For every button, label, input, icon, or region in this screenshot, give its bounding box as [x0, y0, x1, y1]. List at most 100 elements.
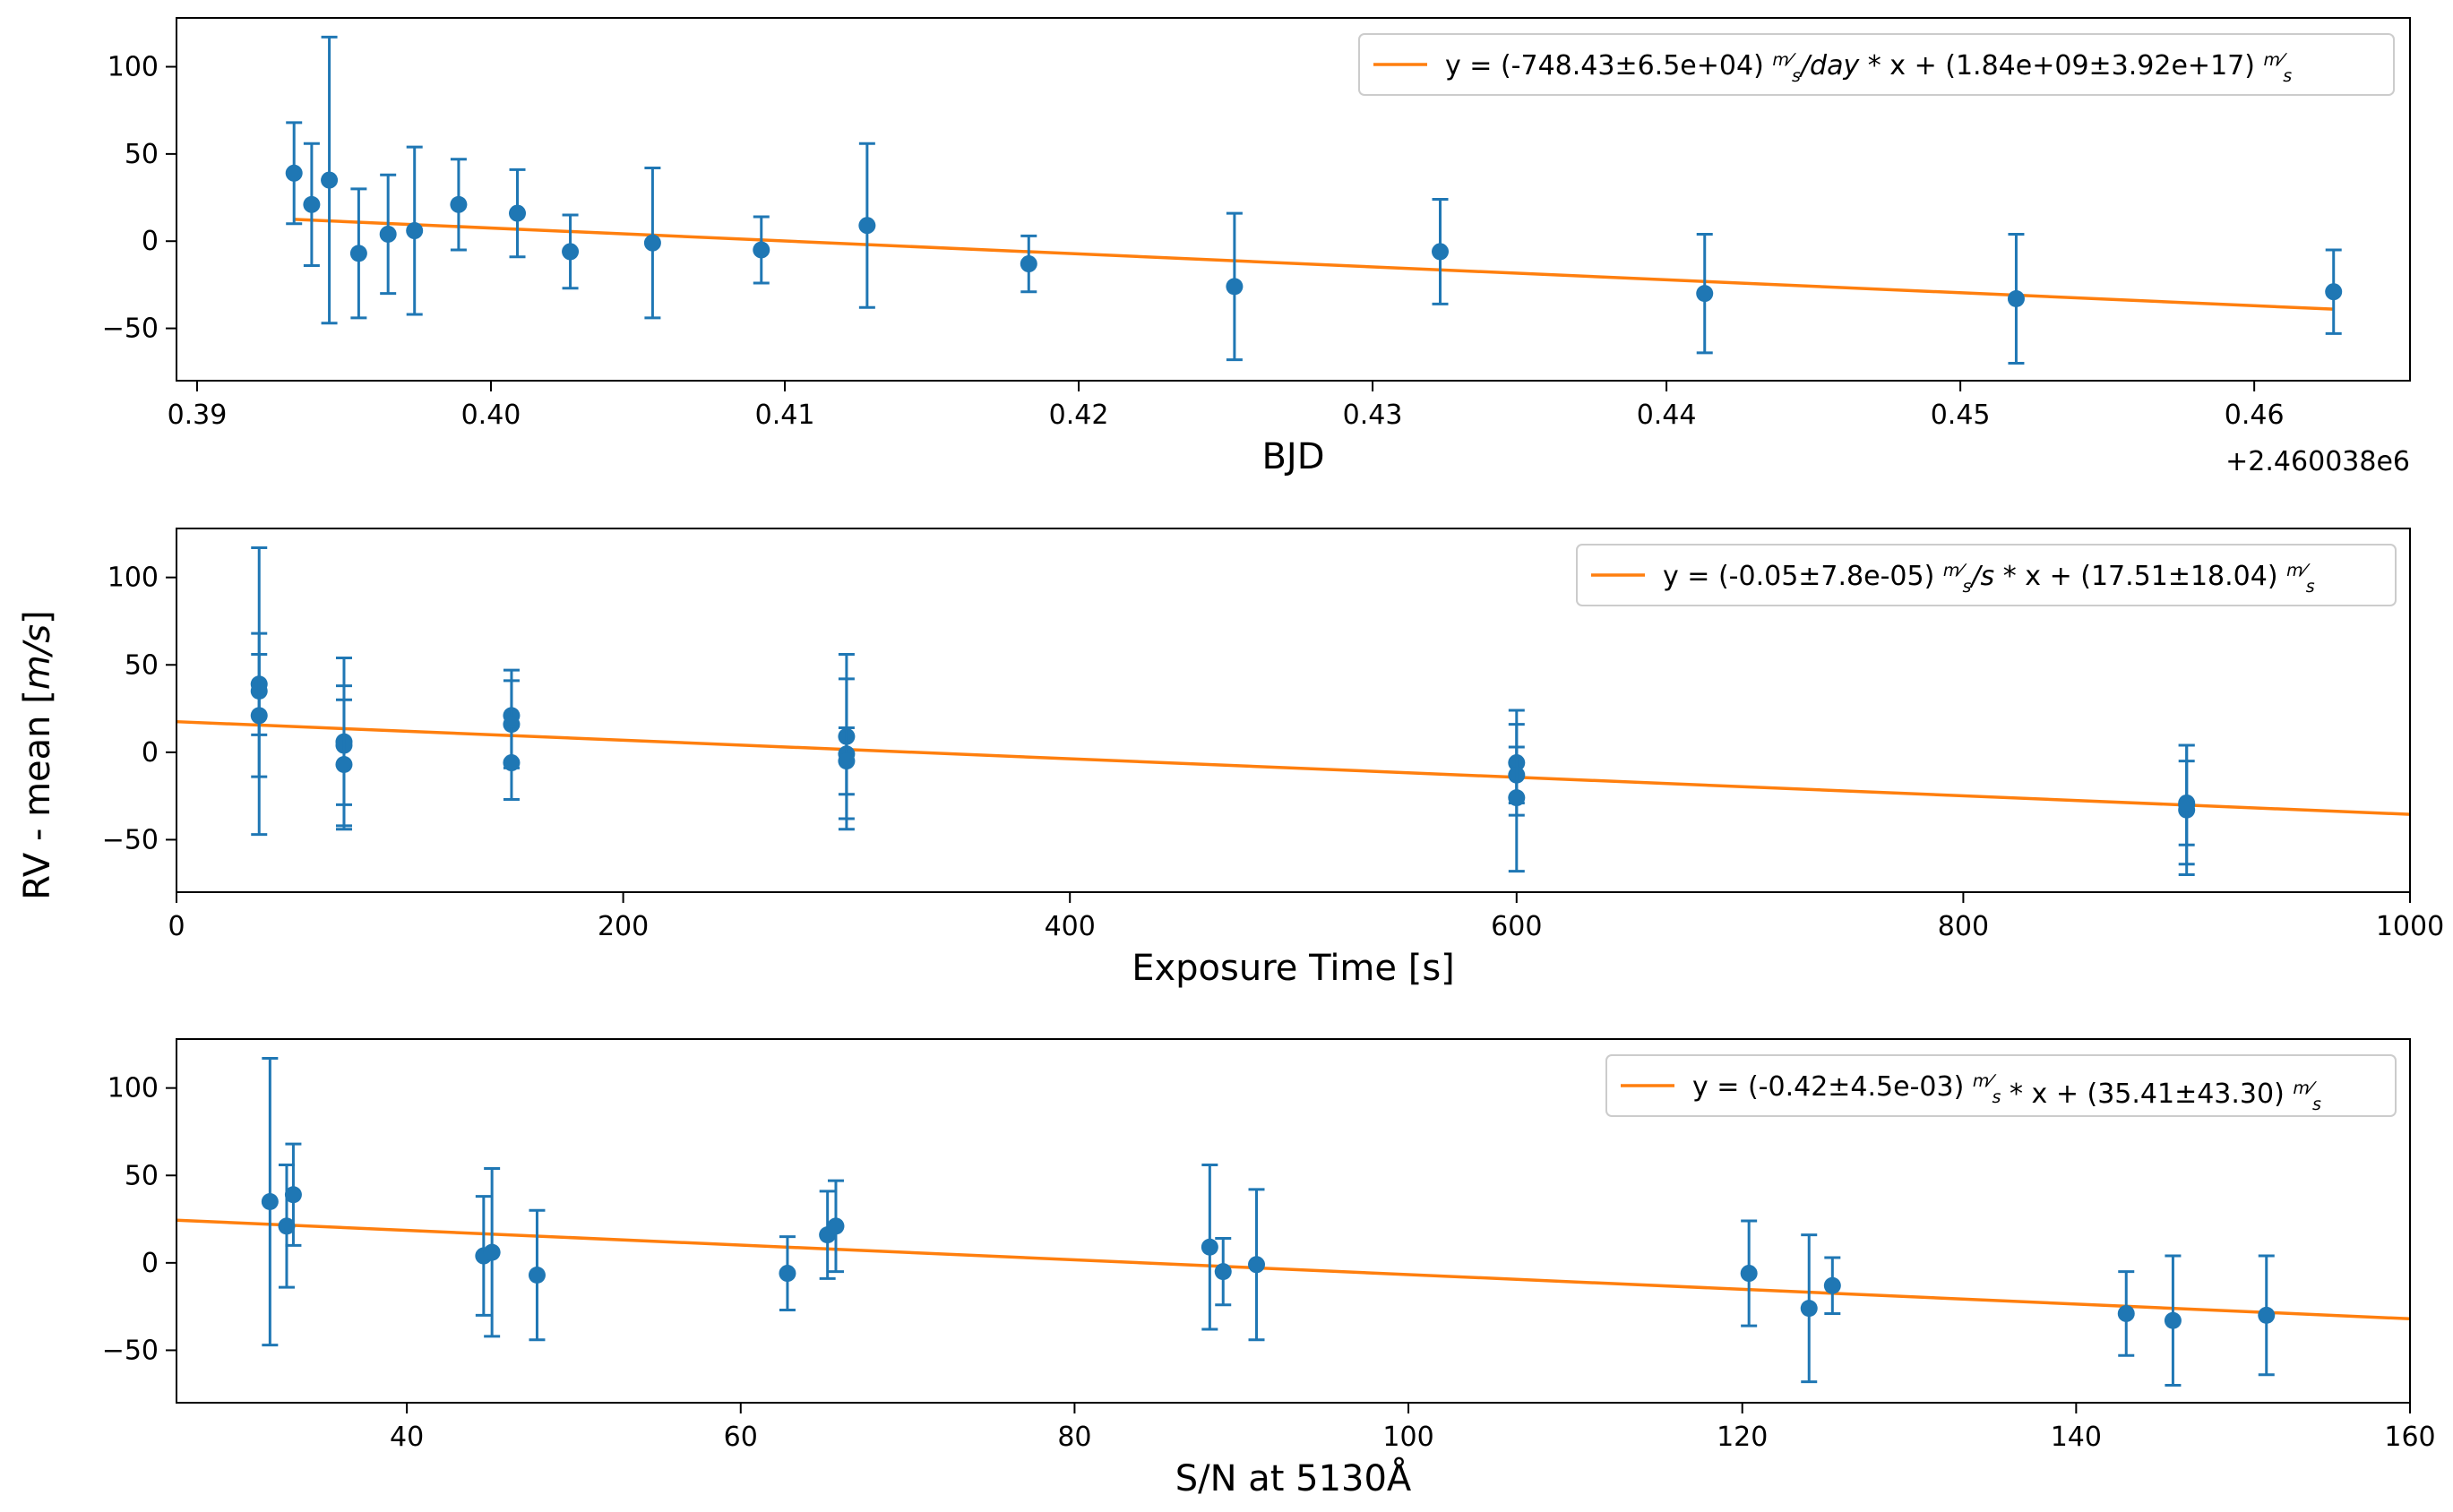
- legend-frac-num: m: [2293, 1078, 2310, 1098]
- data-point: [827, 1217, 845, 1235]
- data-point: [503, 716, 521, 734]
- legend-box: [1358, 33, 2395, 96]
- data-point: [1226, 278, 1244, 296]
- data-point: [1432, 243, 1450, 261]
- shared-y-axis-label-prefix: RV - mean [: [17, 690, 58, 900]
- legend: y = (-0.42±4.5e-03) m⁄s * x + (35.41±43.…: [1605, 1054, 2397, 1117]
- x-tick-label: 600: [1491, 911, 1542, 942]
- x-tick-label: 200: [598, 911, 649, 942]
- legend-frac-den: s: [2312, 1095, 2321, 1114]
- legend-label: y = (-0.05±7.8e-05) m⁄s/s * x + (17.51±1…: [1663, 561, 2315, 597]
- y-tick-label: −50: [102, 314, 159, 345]
- data-point: [1823, 1276, 1841, 1294]
- data-point: [1201, 1238, 1218, 1256]
- data-point: [838, 752, 856, 770]
- data-point: [2007, 289, 2025, 307]
- shared-y-axis-label-suffix: ]: [17, 610, 58, 624]
- data-point: [321, 171, 339, 189]
- y-tick-label: 0: [142, 226, 159, 257]
- y-tick-label: 100: [108, 563, 159, 594]
- x-tick-label: 0.44: [1637, 399, 1697, 431]
- y-tick-label: 0: [142, 737, 159, 769]
- legend-text-part: * x + (35.41±43.30): [2001, 1078, 2293, 1110]
- x-tick-label: 100: [1382, 1422, 1433, 1453]
- legend-frac-num: m: [1772, 50, 1789, 70]
- x-tick-label: 0.46: [2225, 399, 2285, 431]
- legend-frac-den: s: [2283, 66, 2292, 86]
- y-tick-label: 50: [125, 139, 159, 170]
- chart-panel-3: 40 60 80 100 120 140 160 100 50 0 −50 y = (-0.42±4.…: [102, 1038, 2436, 1499]
- legend-label: y = (-0.42±4.5e-03) m⁄s * x + (35.41±43.…: [1692, 1071, 2321, 1114]
- legend-text-part: * x + (1.84e+09±3.92e+17): [1859, 50, 2263, 82]
- data-point: [284, 1186, 302, 1204]
- x-axis-label: BJD: [1261, 436, 1324, 477]
- x-axis-label: S/N at 5130Å: [1175, 1456, 1412, 1499]
- data-point: [503, 754, 521, 772]
- x-tick-label: 60: [724, 1422, 758, 1453]
- data-point: [643, 234, 661, 252]
- legend-box: [1576, 544, 2397, 606]
- charts-container: 0.39 0.40 0.41 0.42 0.43 0.44 0.45 0.46 100 50 0 −5…: [102, 17, 2444, 1499]
- legend-box: [1605, 1054, 2397, 1117]
- legend-slope-unit: /s: [1968, 561, 1994, 592]
- chart-panel-1: 0.39 0.40 0.41 0.42 0.43 0.44 0.45 0.46 100 50 0 −5…: [102, 17, 2411, 477]
- data-point: [858, 217, 876, 235]
- data-point: [450, 195, 468, 213]
- y-tick-label: 0: [142, 1248, 159, 1279]
- data-point: [1800, 1300, 1818, 1318]
- data-point: [509, 204, 527, 222]
- x-tick-label: 0.45: [1931, 399, 1991, 431]
- x-tick-label: 800: [1938, 911, 1989, 942]
- data-point: [1020, 255, 1037, 273]
- data-point: [406, 222, 424, 240]
- y-tick-label: 100: [108, 1073, 159, 1104]
- legend-label: y = (-748.43±6.5e+04) m⁄s/day * x + (1.8…: [1445, 50, 2292, 86]
- axes-frame: [176, 528, 2411, 893]
- y-tick-label: 100: [108, 52, 159, 83]
- fit-line: [294, 218, 2334, 311]
- x-tick-label: 160: [2384, 1422, 2435, 1453]
- data-point: [285, 164, 303, 182]
- y-tick-label: −50: [102, 1335, 159, 1366]
- data-point: [278, 1217, 296, 1235]
- x-tick-label: 80: [1057, 1422, 1091, 1453]
- chart-panel-2: 0 200 400 600 800 1000 100 50 0 −50 y = (-0.05±7.8…: [102, 528, 2444, 989]
- x-tick-label: 120: [1717, 1422, 1768, 1453]
- data-point: [2164, 1311, 2182, 1329]
- data-point: [250, 707, 268, 725]
- legend-slope-unit: /day: [1798, 50, 1861, 82]
- data-point: [779, 1265, 796, 1283]
- legend-frac-num: m: [2263, 50, 2280, 70]
- data-point: [2258, 1306, 2276, 1324]
- legend-text-part: y = (-748.43±6.5e+04): [1445, 50, 1772, 82]
- data-point: [379, 225, 397, 243]
- legend-frac-den: s: [1963, 577, 1972, 597]
- x-axis-label: Exposure Time [s]: [1132, 948, 1455, 989]
- data-point: [753, 241, 770, 259]
- legend-frac-num: m: [2286, 561, 2303, 580]
- legend: y = (-748.43±6.5e+04) m⁄s/day * x + (1.8…: [1358, 33, 2395, 96]
- data-point: [528, 1267, 546, 1284]
- fit-line: [176, 719, 2411, 816]
- fit-line: [176, 1218, 2411, 1321]
- legend-text-part: y = (-0.42±4.5e-03): [1692, 1071, 1973, 1103]
- data-point: [2325, 283, 2343, 301]
- data-point: [261, 1193, 279, 1211]
- x-tick-label: 1000: [2376, 911, 2444, 942]
- data-point: [2178, 794, 2196, 812]
- legend-text-part: y = (-0.05±7.8e-05): [1663, 561, 1943, 592]
- data-point: [1248, 1256, 1266, 1274]
- x-tick-label: 0.42: [1049, 399, 1109, 431]
- x-tick-label: 40: [390, 1422, 424, 1453]
- x-tick-label: 0.43: [1343, 399, 1403, 431]
- y-tick-label: 50: [125, 649, 159, 681]
- axes-frame: [176, 17, 2411, 382]
- data-point: [303, 195, 321, 213]
- x-tick-label: 0.41: [755, 399, 815, 431]
- x-tick-label: 400: [1045, 911, 1096, 942]
- legend-text-part: * x + (17.51±18.04): [1994, 561, 2286, 592]
- data-point: [1696, 285, 1714, 303]
- data-point: [483, 1243, 501, 1261]
- legend-frac-den: s: [2306, 577, 2315, 597]
